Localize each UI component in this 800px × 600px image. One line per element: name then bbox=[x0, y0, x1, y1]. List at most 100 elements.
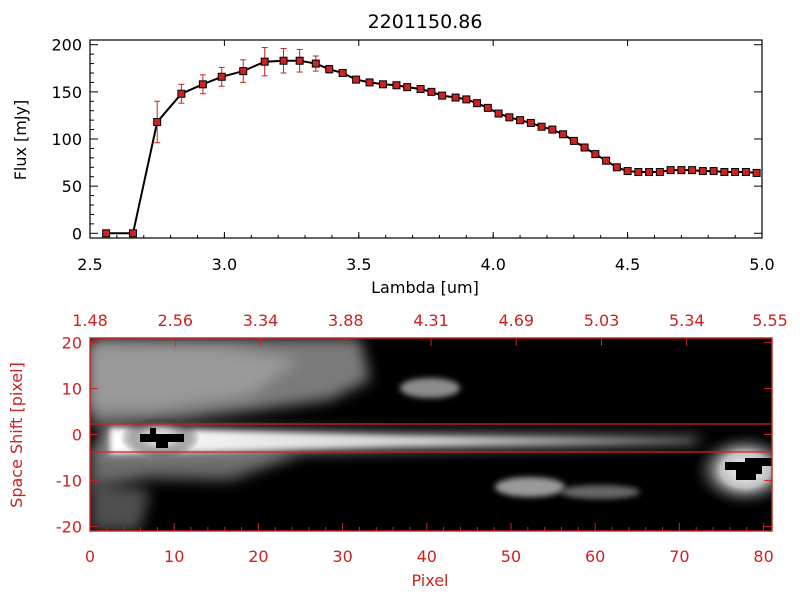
image-x-tick-label: 80 bbox=[753, 547, 773, 566]
flux-point bbox=[505, 113, 514, 122]
spectrum-y-tick-label: 50 bbox=[62, 177, 82, 196]
spectrum-y-tick-label: 100 bbox=[51, 130, 82, 149]
image-top-tick-label: 3.88 bbox=[328, 311, 364, 330]
image-top-tick-label: 5.34 bbox=[669, 311, 705, 330]
flux-point bbox=[634, 168, 643, 176]
image-x-tick-label: 20 bbox=[248, 547, 268, 566]
flux-point bbox=[580, 143, 589, 152]
image-x-tick-label: 0 bbox=[85, 547, 95, 566]
spectrum-x-tick-label: 3.0 bbox=[212, 255, 237, 274]
image-top-tick-label: 3.34 bbox=[243, 311, 279, 330]
image-top-tick-label: 4.31 bbox=[413, 311, 449, 330]
image-x-axis-label: Pixel bbox=[411, 571, 448, 590]
image-y-tick-label: 20 bbox=[62, 334, 82, 353]
spectrum-y-axis: 0 50 100 150 200 bbox=[51, 36, 762, 243]
flux-point bbox=[102, 229, 111, 238]
image-y-tick-label: -10 bbox=[56, 471, 82, 490]
spectrum-y-axis-label: Flux [mJy] bbox=[11, 100, 30, 181]
flux-point bbox=[623, 167, 632, 176]
flux-point bbox=[677, 166, 686, 175]
chart-title: 2201150.86 bbox=[368, 11, 483, 33]
flux-point bbox=[559, 130, 568, 139]
flux-point bbox=[352, 75, 361, 84]
flux-point bbox=[153, 118, 162, 127]
image-y-tick-label: 10 bbox=[62, 380, 82, 399]
flux-point bbox=[483, 103, 492, 112]
image-y-axis-label: Space Shift [pixel] bbox=[7, 362, 26, 508]
flux-point bbox=[569, 136, 578, 145]
image-y-tick-label: 0 bbox=[72, 426, 82, 445]
flux-point bbox=[548, 125, 557, 134]
flux-point bbox=[666, 166, 675, 175]
flux-point bbox=[741, 168, 750, 176]
flux-series bbox=[102, 47, 761, 238]
spectrum-y-tick-label: 0 bbox=[72, 224, 82, 243]
image-top-tick-label: 1.48 bbox=[72, 311, 108, 330]
image-x-tick-label: 10 bbox=[164, 547, 184, 566]
flux-point bbox=[516, 116, 525, 125]
flux-point bbox=[177, 89, 186, 98]
spectrum-x-tick-label: 2.5 bbox=[77, 255, 102, 274]
flux-point bbox=[365, 78, 374, 87]
flux-point bbox=[129, 229, 138, 238]
spectrum-x-axis-label: Lambda [um] bbox=[371, 278, 479, 297]
flux-point bbox=[591, 150, 600, 159]
flux-point bbox=[602, 156, 611, 165]
flux-point bbox=[239, 67, 248, 76]
flux-point bbox=[645, 168, 654, 176]
flux-point bbox=[720, 168, 729, 176]
spectral-image-chart: 0 10 20 30 40 50 60 70 80 1.48 2.56 3.34 3.88 4.31 4.… bbox=[7, 311, 788, 590]
flux-point bbox=[416, 85, 425, 94]
image-x-tick-label: 70 bbox=[669, 547, 689, 566]
flux-point bbox=[688, 166, 697, 175]
flux-point bbox=[462, 95, 471, 104]
flux-point bbox=[537, 122, 546, 131]
flux-point bbox=[338, 69, 347, 77]
flux-point bbox=[709, 167, 718, 176]
flux-point bbox=[427, 87, 436, 96]
image-top-wavelength-axis: 1.48 2.56 3.34 3.88 4.31 4.69 5.03 5.34 5.55 bbox=[72, 311, 788, 346]
flux-point bbox=[260, 57, 269, 66]
flux-point bbox=[451, 93, 460, 102]
image-x-tick-label: 60 bbox=[585, 547, 605, 566]
image-top-tick-label: 4.69 bbox=[498, 311, 534, 330]
flux-point bbox=[698, 167, 707, 176]
flux-point bbox=[438, 91, 447, 100]
flux-point bbox=[494, 109, 503, 118]
spectrum-x-tick-label: 3.5 bbox=[346, 255, 371, 274]
spectrum-x-tick-label: 4.0 bbox=[480, 255, 505, 274]
image-top-tick-label: 5.03 bbox=[584, 311, 620, 330]
image-x-tick-label: 50 bbox=[501, 547, 521, 566]
flux-point bbox=[378, 80, 387, 89]
flux-point bbox=[295, 56, 304, 65]
flux-point bbox=[217, 72, 226, 81]
flux-point bbox=[403, 83, 412, 92]
flux-point bbox=[752, 168, 761, 177]
flux-point bbox=[731, 168, 740, 176]
spectrum-x-tick-label: 5.0 bbox=[749, 255, 774, 274]
flux-point bbox=[392, 81, 401, 90]
image-x-tick-label: 40 bbox=[417, 547, 437, 566]
flux-point bbox=[612, 163, 621, 172]
image-y-axis: -20 -10 0 10 20 bbox=[56, 334, 772, 536]
spectrum-y-tick-label: 150 bbox=[51, 83, 82, 102]
image-x-tick-label: 30 bbox=[332, 547, 352, 566]
spectrum-x-axis: 2.5 3.0 3.5 4.0 4.5 5.0 bbox=[77, 40, 775, 274]
flux-point bbox=[198, 80, 207, 89]
flux-point bbox=[279, 56, 288, 65]
image-x-axis: 0 10 20 30 40 50 60 70 80 bbox=[85, 523, 774, 566]
spectrum-x-tick-label: 4.5 bbox=[615, 255, 640, 274]
image-y-tick-label: -20 bbox=[56, 517, 82, 536]
flux-point bbox=[655, 168, 664, 176]
spectrum-y-tick-label: 200 bbox=[51, 36, 82, 55]
flux-point bbox=[311, 59, 320, 68]
flux-point bbox=[473, 99, 482, 108]
spectrum-plot-frame bbox=[89, 39, 763, 239]
image-top-tick-label: 5.55 bbox=[752, 311, 788, 330]
flux-point bbox=[526, 118, 535, 127]
flux-spectrum-chart: 2201150.86 2.5 3.0 3.5 4.0 4.5 5.0 0501001502… bbox=[11, 11, 775, 297]
image-top-tick-label: 2.56 bbox=[157, 311, 193, 330]
flux-point bbox=[325, 65, 334, 74]
spectral-image bbox=[90, 338, 772, 531]
